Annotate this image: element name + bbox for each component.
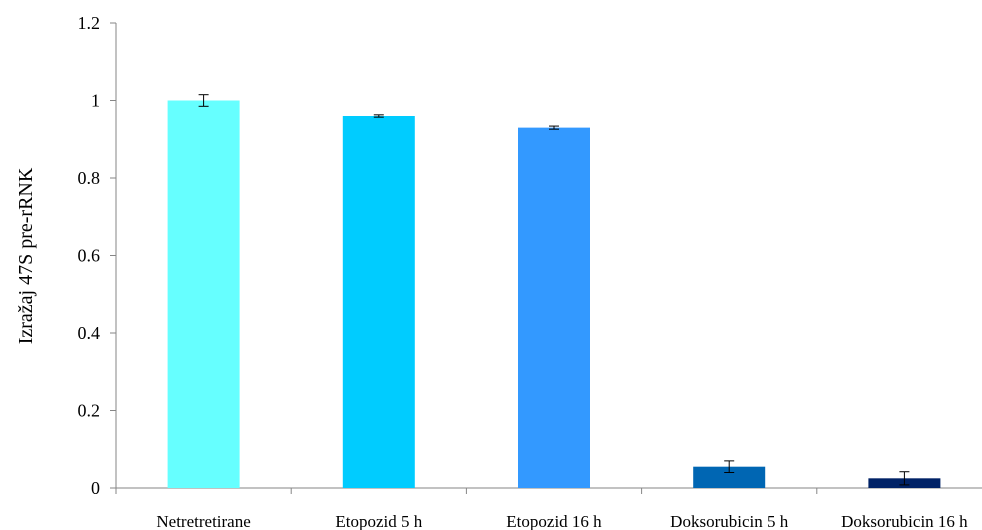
x-axis bbox=[115, 487, 982, 494]
error-bars bbox=[198, 94, 910, 486]
y-axis: 0 0.2 0.4 0.6 0.8 1 1.2 bbox=[78, 13, 117, 498]
bar bbox=[518, 127, 590, 488]
x-tick-label: Netretretirane bbox=[156, 512, 250, 530]
bar bbox=[693, 466, 766, 488]
x-tick-label: Doksorubicin 5 h bbox=[670, 512, 789, 530]
y-tick-label: 0 bbox=[91, 478, 100, 498]
x-tick-label: Etopozid 16 h bbox=[506, 512, 602, 530]
bar bbox=[342, 116, 415, 488]
x-tick-labels: Netretretirane Etopozid 5 h Etopozid 16 h D… bbox=[156, 512, 968, 530]
x-tick-label: Doksorubicin 16 h bbox=[841, 512, 968, 530]
y-axis-label: Izražaj 47S pre-rRNK bbox=[15, 167, 37, 344]
y-tick-label: 0.8 bbox=[78, 168, 101, 188]
y-tick-label: 1.2 bbox=[78, 13, 101, 33]
y-tick-label: 0.6 bbox=[78, 246, 101, 266]
y-tick-label: 0.2 bbox=[78, 401, 101, 421]
y-tick-label: 0.4 bbox=[78, 323, 101, 343]
bar bbox=[167, 100, 240, 488]
bars bbox=[167, 100, 941, 488]
y-tick-label: 1 bbox=[91, 91, 100, 111]
x-tick-label: Etopozid 5 h bbox=[335, 512, 422, 530]
